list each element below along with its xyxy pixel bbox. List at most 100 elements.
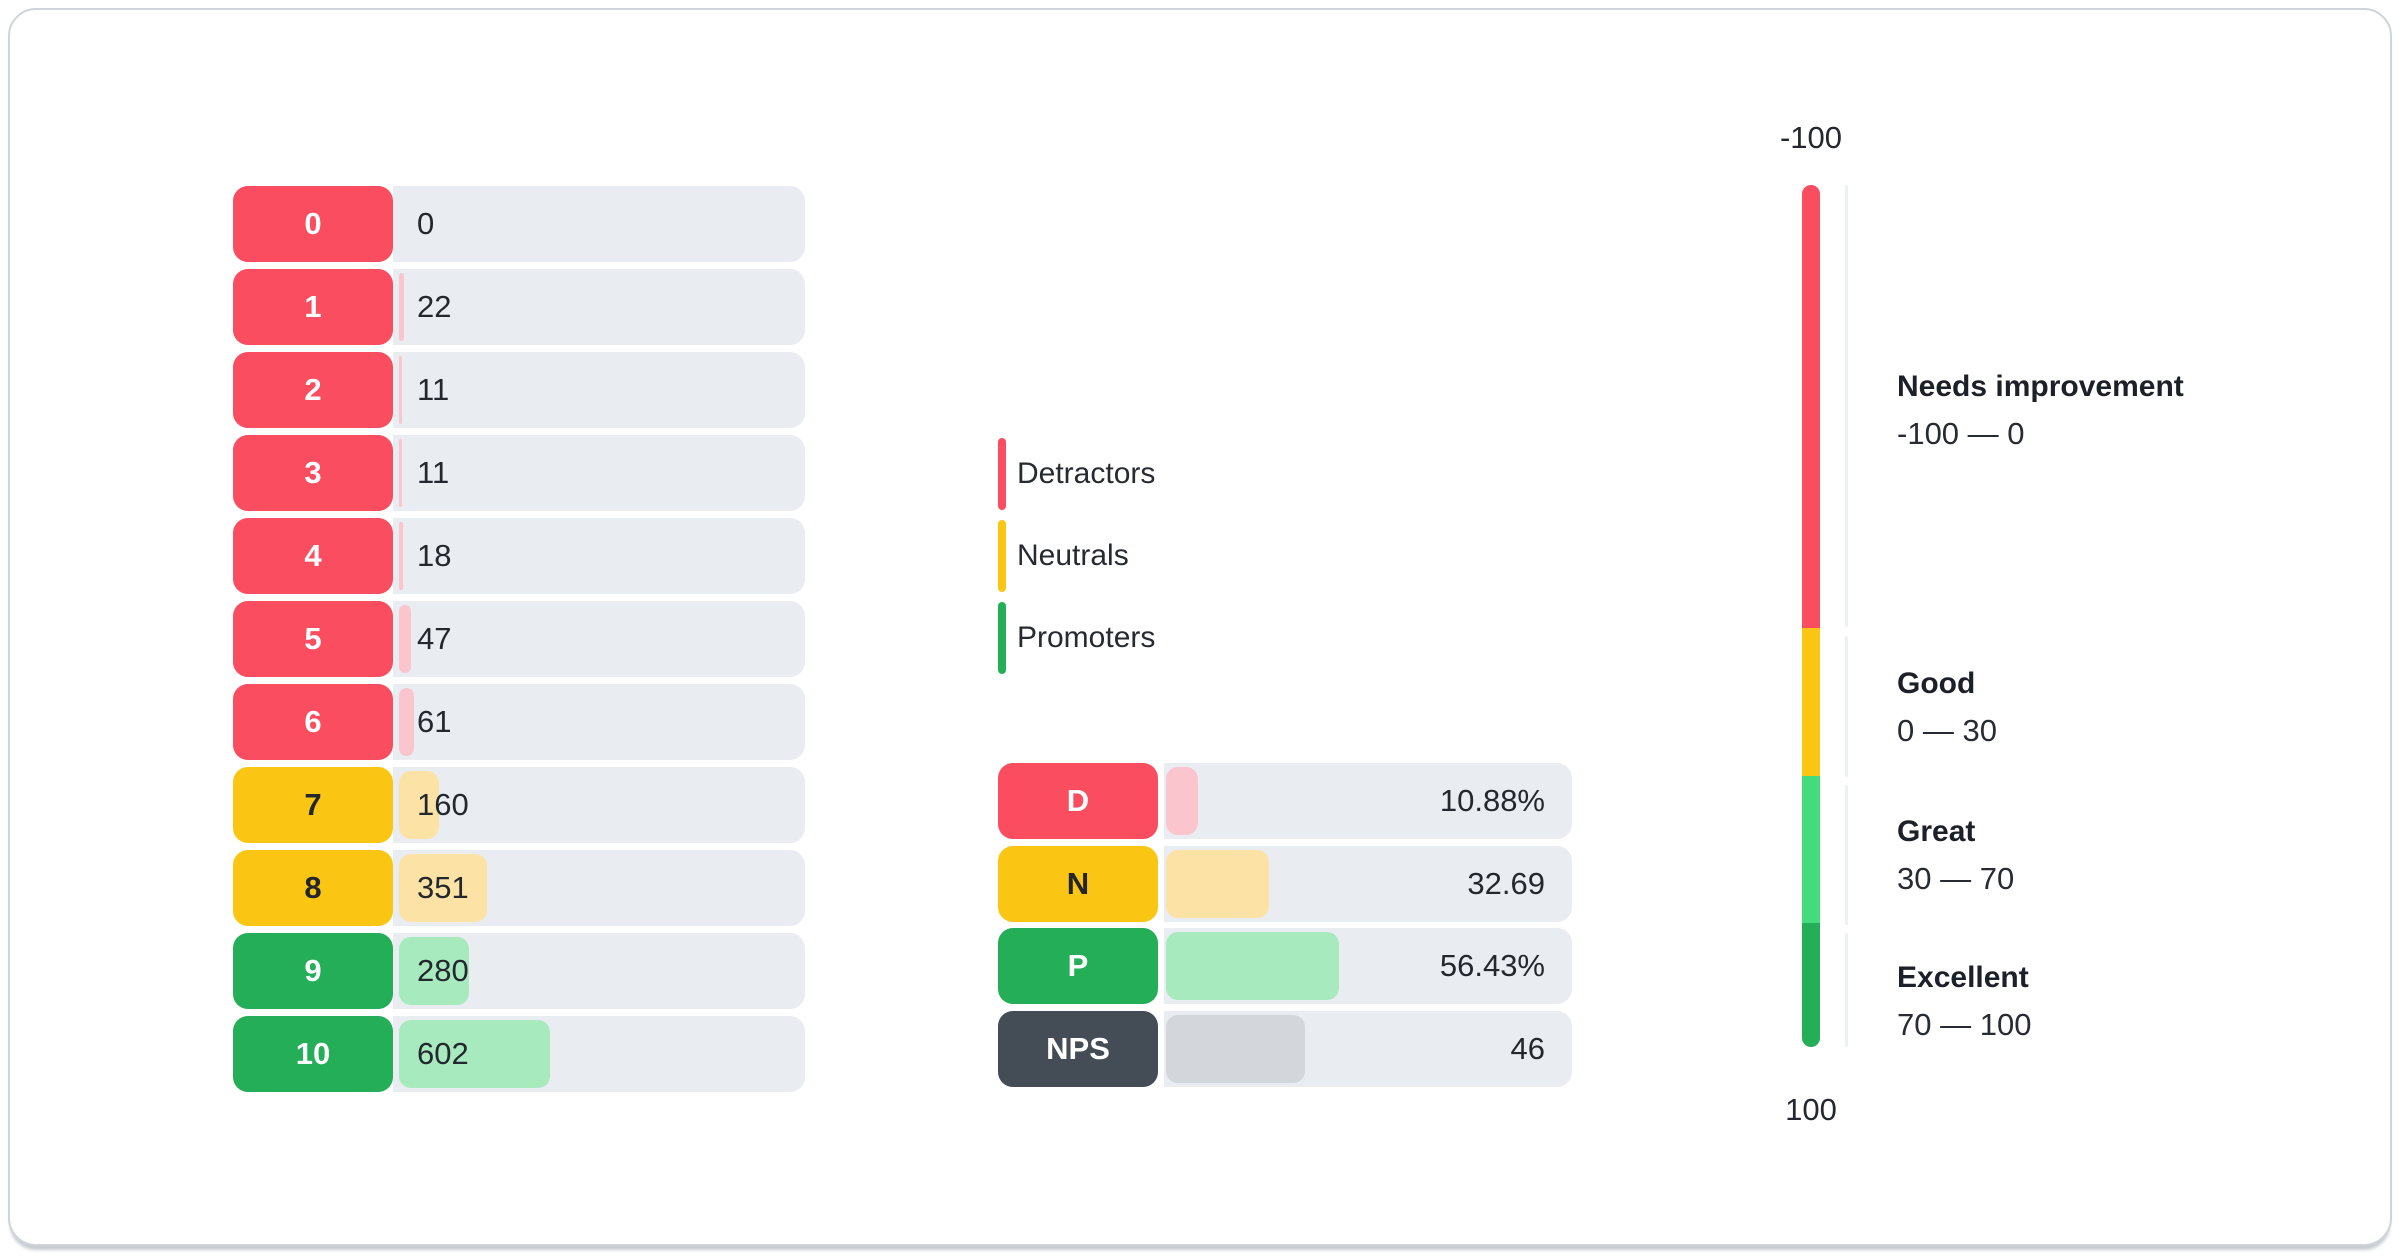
score-bar-fill bbox=[399, 522, 404, 590]
zone-range: 70 — 100 bbox=[1897, 1007, 2032, 1042]
score-button-0[interactable]: 0 bbox=[233, 186, 393, 262]
score-count-label: 602 bbox=[417, 1036, 469, 1071]
gauge-axis-line bbox=[1845, 636, 1848, 777]
score-button-3[interactable]: 3 bbox=[233, 435, 393, 511]
legend-mark-neutrals bbox=[998, 520, 1006, 592]
zone-title: Great bbox=[1897, 815, 1976, 848]
summary-row-nps: NPS 46 bbox=[998, 1010, 1572, 1087]
gauge-segment-needs-improvement bbox=[1802, 185, 1820, 629]
gauge-axis-line bbox=[1845, 785, 1848, 925]
score-count-label: 61 bbox=[417, 704, 452, 739]
score-count-label: 22 bbox=[417, 289, 452, 324]
summary-bar-track: 46 bbox=[1164, 1010, 1572, 1087]
gauge-axis-line bbox=[1845, 933, 1848, 1047]
score-distribution-chart: 0 0 1 22 2 11 3 11 4 18 5 bbox=[233, 186, 805, 1092]
score-count-label: 47 bbox=[417, 621, 452, 656]
score-row-3: 3 11 bbox=[233, 435, 805, 511]
zone-range: -100 — 0 bbox=[1897, 416, 2025, 451]
score-bar-track: 47 bbox=[393, 601, 805, 677]
summary-row-promoters: P 56.43% bbox=[998, 928, 1572, 1005]
score-count-label: 160 bbox=[417, 787, 469, 822]
summary-value: 10.88% bbox=[1439, 783, 1545, 818]
summary-bar-fill bbox=[1166, 849, 1269, 918]
summary-value: 32.69 bbox=[1467, 865, 1545, 901]
summary-row-detractors: D 10.88% bbox=[998, 763, 1572, 839]
score-count-label: 351 bbox=[417, 870, 469, 905]
zone-title: Needs improvement bbox=[1897, 370, 2184, 403]
score-bar-fill bbox=[399, 688, 415, 756]
legend-label: Detractors bbox=[1017, 457, 1156, 490]
legend: Detractors Neutrals Promoters bbox=[998, 438, 1155, 684]
summary-bar-fill bbox=[1166, 1014, 1305, 1083]
score-row-5: 5 47 bbox=[233, 601, 805, 677]
score-bar-fill bbox=[399, 771, 439, 839]
score-button-6[interactable]: 6 bbox=[233, 684, 393, 760]
score-button-1[interactable]: 1 bbox=[233, 269, 393, 345]
summary-chip-promoters: P bbox=[998, 928, 1158, 1005]
score-row-7: 7 160 bbox=[233, 767, 805, 843]
score-bar-track: 0 bbox=[393, 186, 805, 262]
legend-item-detractors: Detractors bbox=[998, 438, 1155, 510]
nps-gauge-bar bbox=[1802, 185, 1820, 1047]
zone-range: 30 — 70 bbox=[1897, 861, 2015, 896]
score-bar-fill bbox=[399, 356, 402, 424]
score-count-label: 0 bbox=[417, 206, 435, 241]
score-bar-track: 22 bbox=[393, 269, 805, 345]
score-bar-track: 280 bbox=[393, 933, 805, 1009]
score-bar-fill bbox=[399, 605, 411, 673]
nps-summary-chart: D 10.88% N 32.69 P 56.43% NPS 46 bbox=[998, 763, 1572, 1087]
gauge-zone-good: Good 0 — 30 bbox=[1897, 667, 1997, 749]
score-button-9[interactable]: 9 bbox=[233, 933, 393, 1009]
gauge-segment-excellent bbox=[1802, 922, 1820, 1047]
summary-value: 56.43% bbox=[1439, 948, 1545, 984]
zone-title: Good bbox=[1897, 667, 1976, 700]
score-bar-fill bbox=[399, 1020, 551, 1088]
score-count-label: 11 bbox=[417, 455, 450, 490]
legend-item-neutrals: Neutrals bbox=[998, 520, 1155, 592]
score-bar-track: 351 bbox=[393, 850, 805, 926]
gauge-segment-good bbox=[1802, 628, 1820, 777]
score-row-6: 6 61 bbox=[233, 684, 805, 760]
score-button-7[interactable]: 7 bbox=[233, 767, 393, 843]
score-row-10: 10 602 bbox=[233, 1016, 805, 1092]
gauge-max-label: -100 bbox=[1779, 120, 1843, 155]
gauge-zone-needs-improvement: Needs improvement -100 — 0 bbox=[1897, 370, 2184, 452]
score-count-label: 11 bbox=[417, 372, 450, 407]
score-bar-track: 160 bbox=[393, 767, 805, 843]
score-button-4[interactable]: 4 bbox=[233, 518, 393, 594]
summary-chip-neutrals: N bbox=[998, 845, 1158, 922]
score-button-2[interactable]: 2 bbox=[233, 352, 393, 428]
score-count-label: 18 bbox=[417, 538, 452, 573]
score-bar-track: 11 bbox=[393, 435, 805, 511]
score-row-0: 0 0 bbox=[233, 186, 805, 262]
score-row-9: 9 280 bbox=[233, 933, 805, 1009]
score-bar-fill bbox=[399, 854, 488, 922]
score-bar-track: 11 bbox=[393, 352, 805, 428]
score-row-4: 4 18 bbox=[233, 518, 805, 594]
summary-bar-fill bbox=[1166, 767, 1198, 835]
summary-row-neutrals: N 32.69 bbox=[998, 845, 1572, 922]
score-bar-fill bbox=[399, 937, 470, 1005]
summary-bar-track: 32.69 bbox=[1164, 845, 1572, 922]
score-bar-track: 61 bbox=[393, 684, 805, 760]
score-button-5[interactable]: 5 bbox=[233, 601, 393, 677]
summary-bar-track: 56.43% bbox=[1164, 928, 1572, 1005]
gauge-min-label: 100 bbox=[1785, 1092, 1837, 1127]
legend-item-promoters: Promoters bbox=[998, 602, 1155, 674]
score-bar-track: 18 bbox=[393, 518, 805, 594]
summary-chip-detractors: D bbox=[998, 763, 1158, 839]
gauge-axis-line bbox=[1845, 185, 1848, 627]
legend-label: Promoters bbox=[1017, 621, 1156, 654]
score-button-8[interactable]: 8 bbox=[233, 850, 393, 926]
summary-bar-track: 10.88% bbox=[1164, 763, 1572, 839]
score-button-10[interactable]: 10 bbox=[233, 1016, 393, 1092]
gauge-zone-great: Great 30 — 70 bbox=[1897, 815, 2014, 897]
summary-value: 46 bbox=[1510, 1030, 1545, 1066]
gauge-zone-excellent: Excellent 70 — 100 bbox=[1897, 961, 2031, 1043]
summary-bar-fill bbox=[1166, 932, 1340, 1001]
score-bar-fill bbox=[399, 273, 405, 341]
score-row-2: 2 11 bbox=[233, 352, 805, 428]
zone-range: 0 — 30 bbox=[1897, 713, 1997, 748]
gauge-segment-great bbox=[1802, 776, 1820, 923]
legend-mark-detractors bbox=[998, 438, 1006, 510]
